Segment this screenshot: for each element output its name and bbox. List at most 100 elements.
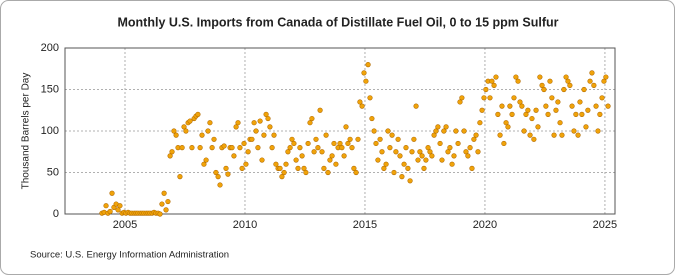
point	[383, 161, 389, 167]
point	[481, 95, 487, 101]
point	[537, 74, 543, 80]
point	[179, 145, 185, 151]
point	[393, 149, 399, 155]
point	[471, 136, 477, 142]
point	[273, 161, 279, 167]
point	[387, 145, 393, 151]
point	[345, 140, 351, 147]
point	[377, 136, 383, 142]
point	[329, 153, 335, 159]
point	[409, 149, 415, 155]
point	[515, 78, 521, 84]
point	[373, 140, 379, 147]
point	[397, 153, 403, 159]
point	[513, 74, 519, 80]
point	[559, 132, 565, 138]
point	[497, 132, 503, 138]
point	[469, 165, 475, 171]
point	[585, 107, 591, 113]
point	[201, 161, 207, 167]
point	[157, 211, 163, 217]
point	[569, 103, 575, 109]
point	[359, 103, 365, 109]
y-tick-label: 100	[41, 125, 59, 137]
point	[301, 165, 307, 171]
point	[233, 124, 239, 130]
point	[475, 149, 481, 155]
point	[571, 128, 577, 134]
point	[309, 115, 315, 122]
point	[291, 140, 297, 147]
x-tick-label: 2015	[353, 219, 377, 231]
point	[563, 74, 569, 80]
point	[267, 124, 273, 130]
point	[575, 132, 581, 138]
point	[173, 132, 179, 138]
point	[347, 136, 353, 142]
point	[417, 149, 423, 155]
point	[473, 132, 479, 138]
point	[163, 207, 169, 213]
point	[181, 124, 187, 130]
point	[235, 120, 241, 126]
point	[597, 111, 603, 117]
point	[509, 111, 515, 117]
point	[425, 145, 431, 151]
point	[107, 208, 113, 215]
point	[159, 201, 165, 207]
point	[169, 149, 175, 155]
point	[535, 124, 541, 130]
point	[447, 145, 453, 151]
point	[171, 128, 177, 134]
point	[437, 140, 443, 147]
point	[311, 149, 317, 155]
point	[455, 140, 461, 147]
point	[517, 99, 523, 105]
point	[365, 61, 371, 68]
point	[161, 190, 167, 196]
point	[199, 132, 205, 138]
point	[375, 157, 381, 163]
x-tick-label: 2010	[233, 219, 257, 231]
point	[367, 95, 373, 101]
point	[215, 174, 221, 180]
point	[313, 136, 319, 142]
point	[543, 103, 549, 109]
point	[283, 161, 289, 167]
point	[599, 95, 605, 101]
point	[297, 145, 303, 151]
point	[399, 174, 405, 180]
point	[601, 78, 607, 84]
point	[165, 198, 171, 205]
point	[237, 145, 243, 151]
point	[519, 103, 525, 109]
point	[561, 86, 567, 93]
point	[245, 149, 251, 155]
point	[533, 107, 539, 113]
point	[479, 107, 485, 113]
point	[521, 128, 527, 134]
point	[115, 207, 121, 213]
point	[337, 140, 343, 147]
point	[591, 82, 597, 88]
point	[505, 124, 511, 130]
point	[605, 103, 611, 109]
point	[443, 124, 449, 130]
x-tick-label: 2025	[593, 219, 617, 231]
point	[413, 103, 419, 109]
point	[327, 157, 333, 163]
point	[109, 190, 115, 196]
point	[269, 145, 275, 151]
point	[225, 171, 231, 177]
point	[177, 174, 183, 180]
point	[483, 86, 489, 93]
point	[421, 165, 427, 171]
point	[459, 95, 465, 101]
point	[403, 145, 409, 151]
point	[553, 107, 559, 113]
point	[435, 124, 441, 130]
point	[463, 149, 469, 155]
point	[189, 145, 195, 151]
point	[391, 169, 397, 176]
point	[453, 128, 459, 134]
